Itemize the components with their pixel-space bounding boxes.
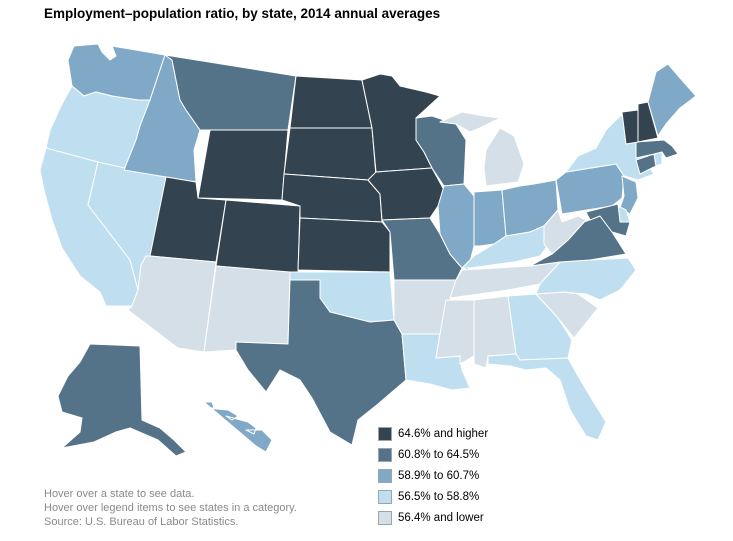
state-nh[interactable] <box>637 101 659 143</box>
state-ma[interactable] <box>635 139 679 159</box>
state-hi[interactable] <box>203 401 273 453</box>
legend-item[interactable]: 64.6% and higher <box>378 423 488 444</box>
state-ks[interactable] <box>297 217 391 273</box>
state-il[interactable] <box>437 183 475 271</box>
legend-hint: Hover over legend items to see states in… <box>44 502 297 514</box>
state-co[interactable] <box>215 199 301 275</box>
legend-label: 56.5% to 58.8% <box>398 490 480 503</box>
legend-label: 64.6% and higher <box>398 427 489 440</box>
state-md[interactable] <box>585 203 631 237</box>
state-ak[interactable] <box>57 343 187 457</box>
legend-label: 56.4% and lower <box>398 511 484 524</box>
state-wv[interactable] <box>543 209 587 255</box>
legend-swatch <box>378 468 392 483</box>
state-az[interactable] <box>127 255 217 353</box>
state-wy[interactable] <box>197 129 289 201</box>
source-note: Source: U.S. Bureau of Labor Statistics. <box>44 516 239 528</box>
legend: 64.6% and higher 60.8% to 64.5% 58.9% to… <box>378 423 488 528</box>
state-nj[interactable] <box>619 175 639 215</box>
state-in[interactable] <box>473 189 507 247</box>
legend-swatch <box>378 447 392 462</box>
legend-label: 60.8% to 64.5% <box>398 448 480 461</box>
state-wa[interactable] <box>67 43 166 101</box>
state-fl[interactable] <box>487 353 607 441</box>
state-tx[interactable] <box>235 279 407 446</box>
map-title: Employment–population ratio, by state, 2… <box>44 6 441 21</box>
state-mt[interactable] <box>164 54 297 131</box>
hover-hint: Hover over a state to see data. <box>44 488 195 500</box>
legend-swatch <box>378 489 392 504</box>
legend-item[interactable]: 56.5% to 58.8% <box>378 486 488 507</box>
legend-swatch <box>378 510 392 525</box>
legend-item[interactable]: 56.4% and lower <box>378 507 488 528</box>
legend-label: 58.9% to 60.7% <box>398 469 480 482</box>
state-sd[interactable] <box>283 127 377 181</box>
state-mi[interactable] <box>439 111 525 187</box>
state-nd[interactable] <box>289 75 373 129</box>
state-me[interactable] <box>647 63 697 137</box>
legend-swatch <box>378 426 392 441</box>
state-nm[interactable] <box>203 265 291 353</box>
legend-item[interactable]: 60.8% to 64.5% <box>378 444 488 465</box>
footnotes: Hover over a state to see data. Hover ov… <box>44 487 297 529</box>
legend-item[interactable]: 58.9% to 60.7% <box>378 465 488 486</box>
